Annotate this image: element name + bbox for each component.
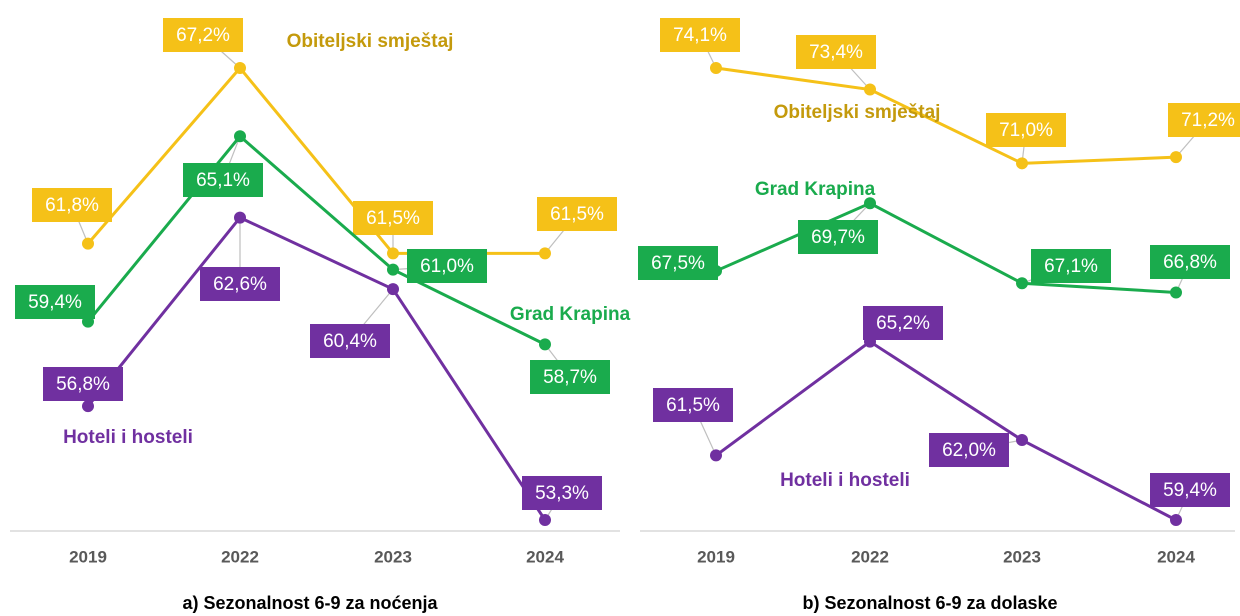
- point: [234, 62, 246, 74]
- series-name: Obiteljski smještaj: [774, 102, 941, 123]
- data-label: 71,0%: [999, 120, 1053, 141]
- label-box: [986, 113, 1066, 147]
- series-line: [86, 215, 547, 521]
- label-box: [638, 246, 718, 280]
- series-line: [86, 65, 545, 255]
- point: [82, 237, 94, 250]
- label-box: [798, 220, 878, 254]
- x-tick-label: 2024: [1157, 547, 1195, 566]
- label-box: [1031, 249, 1111, 283]
- point: [1016, 157, 1028, 170]
- series-line: [715, 201, 1177, 294]
- label-box: [310, 324, 390, 358]
- point: [387, 263, 399, 276]
- label-box: [1168, 103, 1240, 137]
- data-label: 59,4%: [1163, 480, 1217, 501]
- point: [387, 283, 399, 296]
- point: [539, 247, 551, 260]
- data-label: 61,5%: [550, 204, 604, 225]
- x-tick-label: 2023: [374, 547, 412, 566]
- data-label: 71,2%: [1181, 110, 1235, 131]
- data-label: 65,1%: [196, 170, 250, 191]
- data-label: 62,0%: [942, 440, 996, 461]
- series-name: Obiteljski smještaj: [287, 31, 454, 52]
- point: [234, 130, 246, 143]
- point: [539, 338, 551, 351]
- data-label: 61,5%: [366, 208, 420, 229]
- label-box: [1150, 245, 1230, 279]
- data-label: 59,4%: [28, 292, 82, 313]
- x-tick-label: 2022: [851, 547, 889, 566]
- label-box: [353, 201, 433, 235]
- chart-title: b) Sezonalnost 6-9 za dolaske: [802, 593, 1057, 613]
- data-label: 65,2%: [876, 313, 930, 334]
- point: [82, 400, 94, 413]
- label-box: [32, 188, 112, 222]
- label-box: [1150, 473, 1230, 507]
- x-tick-label: 2024: [526, 547, 564, 566]
- point: [864, 197, 876, 210]
- point: [1016, 277, 1028, 290]
- point: [1016, 434, 1028, 447]
- data-label: 60,4%: [323, 331, 377, 352]
- series-name: Grad Krapina: [755, 179, 876, 200]
- label-box: [537, 197, 617, 231]
- point: [710, 449, 722, 462]
- label-box: [653, 388, 733, 422]
- point: [539, 514, 551, 526]
- label-box: [183, 163, 263, 197]
- data-label: 67,2%: [176, 25, 230, 46]
- series-line: [715, 66, 1177, 165]
- point: [1170, 286, 1182, 299]
- point: [1170, 514, 1182, 526]
- data-label: 74,1%: [673, 25, 727, 46]
- x-tick-label: 2022: [221, 547, 259, 566]
- label-box: [15, 285, 95, 319]
- series-name: Grad Krapina: [510, 304, 631, 325]
- point: [387, 247, 399, 260]
- point: [864, 83, 876, 96]
- label-box: [407, 249, 487, 283]
- data-label: 66,8%: [1163, 252, 1217, 273]
- data-label: 61,0%: [420, 256, 474, 277]
- label-box: [796, 35, 876, 69]
- x-tick-label: 2019: [697, 547, 735, 566]
- label-box: [200, 267, 280, 301]
- data-label: 62,6%: [213, 274, 267, 295]
- chart-title: a) Sezonalnost 6-9 za noćenja: [182, 593, 438, 613]
- label-box: [660, 18, 740, 52]
- x-tick-label: 2019: [69, 547, 107, 566]
- series-line: [715, 339, 1177, 522]
- label-box: [522, 476, 602, 510]
- point: [234, 211, 246, 224]
- label-box: [530, 360, 610, 394]
- label-box: [929, 433, 1009, 467]
- data-label: 53,3%: [535, 483, 589, 504]
- data-label: 69,7%: [811, 227, 865, 248]
- point: [1170, 151, 1182, 164]
- point: [710, 62, 722, 74]
- label-box: [163, 18, 243, 52]
- data-label: 73,4%: [809, 42, 863, 63]
- series-name: Hoteli i hosteli: [780, 470, 910, 491]
- data-label: 56,8%: [56, 374, 110, 395]
- data-label: 61,5%: [666, 395, 720, 416]
- data-label: 67,1%: [1044, 256, 1098, 277]
- label-box: [43, 367, 123, 401]
- data-label: 58,7%: [543, 367, 597, 388]
- series-line: [86, 134, 546, 346]
- series-name: Hoteli i hosteli: [63, 427, 193, 448]
- data-label: 61,8%: [45, 195, 99, 216]
- data-label: 67,5%: [651, 253, 705, 274]
- x-tick-label: 2023: [1003, 547, 1041, 566]
- label-box: [863, 306, 943, 340]
